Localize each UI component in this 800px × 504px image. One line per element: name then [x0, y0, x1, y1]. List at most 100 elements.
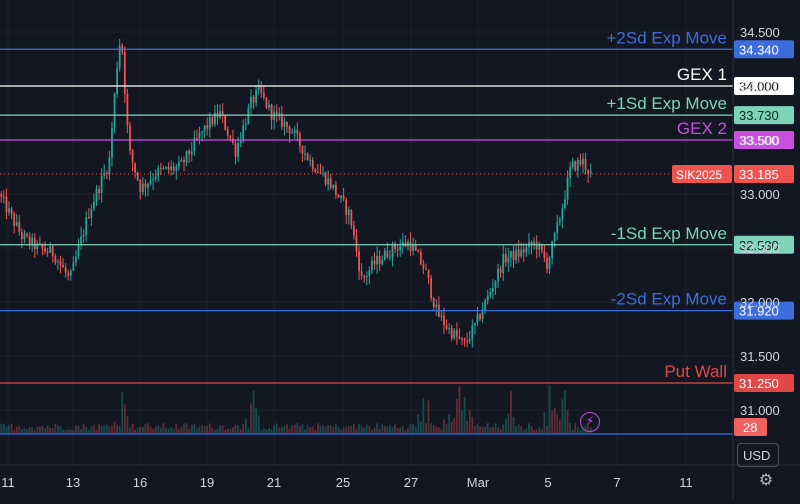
volume-bar [556, 414, 559, 433]
candle-body [522, 249, 525, 253]
volume-bar [517, 424, 520, 433]
gear-icon[interactable]: ⚙ [758, 472, 774, 489]
candle-body [574, 161, 577, 171]
candle-body [123, 51, 126, 94]
volume-bar [13, 430, 16, 433]
x-tick-label: 25 [336, 475, 350, 490]
candle-body [394, 243, 396, 249]
volume-bar [378, 428, 381, 433]
candle-body [383, 250, 386, 260]
level-price-tag [734, 40, 794, 59]
last-price-text: 33.185 [739, 167, 779, 182]
candle-body [206, 125, 209, 129]
level-label: -2Sd Exp Move [611, 290, 727, 309]
candle-body [427, 269, 430, 279]
candle-body [105, 172, 108, 174]
volume-bar [389, 425, 391, 433]
candle-body [214, 112, 216, 125]
candle-body [314, 169, 317, 173]
candle-body [51, 246, 54, 257]
candle-body [250, 96, 252, 108]
candle-body [288, 126, 291, 134]
volume-bar [15, 426, 18, 433]
candle-body [111, 127, 113, 158]
volume-bar [432, 425, 435, 433]
candle-body [126, 93, 129, 125]
candle-body [2, 196, 5, 198]
volume-bar [286, 424, 288, 433]
volume-bar [64, 429, 67, 433]
volume-bar [232, 427, 234, 433]
lightning-icon[interactable]: ⚡ [580, 412, 600, 432]
candle-body [139, 180, 142, 192]
volume-bar [365, 424, 368, 433]
candle-body [93, 201, 95, 209]
candle-body [175, 166, 178, 171]
candle-body [177, 161, 180, 167]
level-label: Put Wall [664, 362, 727, 381]
volume-bar [175, 423, 178, 433]
candle-body [378, 255, 381, 265]
volume-bar [247, 428, 250, 433]
candle-body [69, 270, 72, 276]
candle-body [90, 208, 93, 219]
candle-body [95, 188, 98, 202]
volume-bar [340, 429, 342, 433]
candle-body [152, 179, 155, 181]
volume-bar [257, 415, 260, 433]
volume-bar [553, 407, 556, 433]
symbol-tag [672, 165, 732, 184]
volume-bar [111, 426, 113, 433]
volume-bar [98, 424, 100, 433]
volume-bar [394, 424, 396, 433]
candle-body [87, 217, 90, 219]
candle-body [301, 145, 304, 155]
volume-bar [129, 427, 131, 433]
candle-body [244, 124, 247, 126]
candle-body [355, 235, 358, 252]
candle-body [311, 159, 314, 170]
candle-body [316, 172, 319, 174]
volume-bar [51, 427, 54, 433]
x-tick-label: 21 [267, 475, 281, 490]
volume-bar [327, 425, 330, 433]
candle-body [373, 260, 376, 265]
candle-body [5, 196, 8, 213]
candle-body [368, 270, 371, 276]
volume-bar [103, 425, 106, 433]
candle-body [401, 242, 404, 246]
volume-bar [28, 427, 31, 433]
volume-bar [95, 429, 98, 433]
volume-bar [59, 426, 62, 433]
volume-bar [427, 400, 430, 433]
volume-bar [381, 424, 384, 433]
candle-body [504, 254, 507, 263]
candle-body [376, 255, 378, 265]
volume-bar [437, 427, 440, 433]
volume-bar [358, 423, 360, 433]
candle-body [172, 166, 175, 171]
volume-bar [543, 412, 546, 433]
candle-body [484, 300, 487, 312]
volume-bar [489, 427, 492, 433]
candle-body [49, 246, 52, 253]
candle-body [538, 244, 541, 250]
candle-body [201, 131, 203, 133]
currency-button[interactable]: USD [737, 443, 779, 467]
volume-bar [337, 426, 340, 433]
candle-body [520, 249, 523, 257]
candle-body [134, 162, 137, 173]
candle-body [347, 209, 350, 216]
candle-body [18, 222, 21, 232]
candle-body [543, 250, 546, 258]
candle-body [458, 336, 461, 339]
candle-body [548, 257, 551, 269]
volume-bar [322, 425, 324, 433]
volume-bar [319, 425, 322, 433]
level-price-text: 31.920 [739, 304, 779, 319]
candle-body [340, 195, 342, 198]
volume-bar [296, 423, 299, 433]
level-price-text: 31.250 [739, 376, 779, 391]
